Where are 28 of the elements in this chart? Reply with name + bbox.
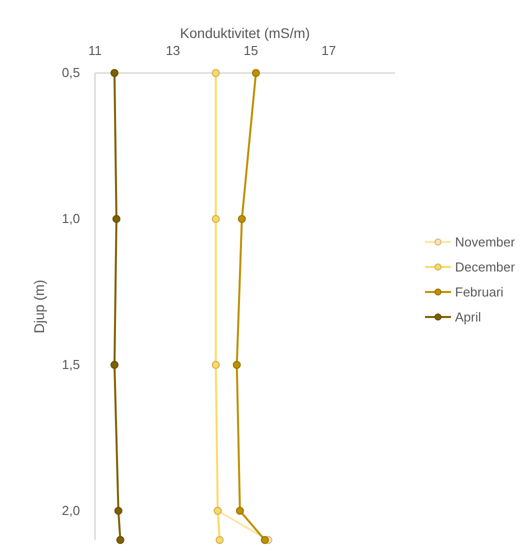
point [252, 69, 260, 77]
point [238, 214, 246, 223]
y-axis-title: Djup (m) [31, 280, 47, 334]
point [232, 360, 241, 369]
x-tick-label: 13 [166, 43, 180, 58]
point [212, 214, 220, 223]
point [112, 214, 120, 223]
point [212, 360, 220, 369]
x-tick-label: 15 [244, 43, 258, 58]
point [260, 536, 269, 544]
point [116, 536, 124, 544]
point [110, 69, 118, 77]
x-tick-label: 11 [88, 43, 102, 58]
y-tick-label: 1,5 [62, 356, 80, 372]
y-tick-label: 2,0 [62, 502, 80, 518]
y-tick-label: 0,5 [62, 65, 80, 80]
y-tick-label: 1,0 [62, 210, 80, 226]
point [110, 360, 118, 369]
x-tick-label: 17 [322, 43, 336, 58]
x-axis-title: Konduktivitet (mS/m) [180, 25, 310, 41]
point [216, 536, 224, 544]
legend-label: December [455, 260, 516, 274]
legend-label: April [455, 310, 482, 324]
legend-label: November [455, 234, 516, 250]
point [212, 69, 220, 77]
point [236, 506, 244, 515]
legend-label: Februari [455, 284, 504, 300]
point [114, 506, 122, 515]
